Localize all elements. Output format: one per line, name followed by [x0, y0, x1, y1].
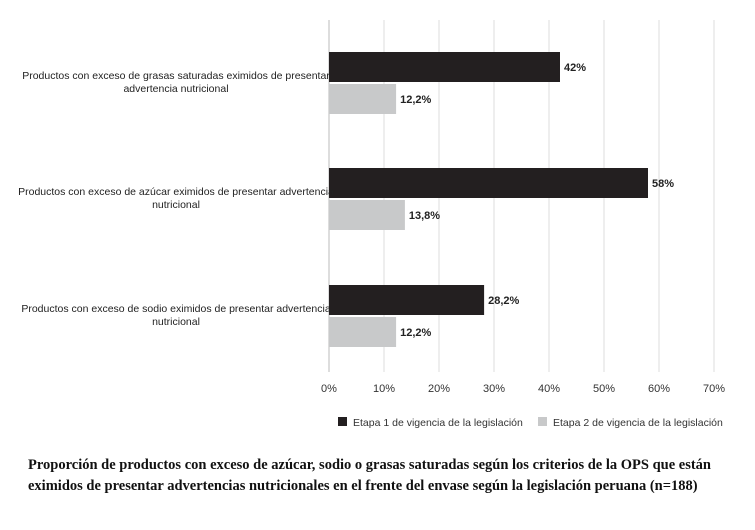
x-tick-label: 30% — [483, 383, 505, 395]
category-label: nutricional — [152, 316, 200, 328]
x-tick-label: 40% — [538, 383, 560, 395]
bar — [329, 84, 397, 114]
category-label: Productos con exceso de sodio eximidos d… — [21, 303, 331, 315]
legend-label: Etapa 1 de vigencia de la legislación — [353, 417, 523, 429]
x-tick-label: 50% — [593, 383, 615, 395]
category-label: Productos con exceso de grasas saturadas… — [22, 70, 330, 82]
data-label: 42% — [564, 62, 586, 74]
data-label: 12,2% — [400, 94, 431, 106]
bar — [329, 317, 397, 347]
x-tick-label: 0% — [321, 383, 337, 395]
data-label: 58% — [652, 178, 674, 190]
bar — [329, 52, 560, 82]
legend-label: Etapa 2 de vigencia de la legislación — [553, 417, 723, 429]
data-label: 28,2% — [488, 295, 519, 307]
bar-chart: 0% 10% 20% 30% 40% 50% 60% 70% 42% 12,2% Productos… — [18, 20, 725, 429]
legend-swatch — [338, 417, 347, 426]
data-label: 12,2% — [400, 327, 431, 339]
data-label: 13,8% — [409, 210, 440, 222]
x-tick-label: 10% — [373, 383, 395, 395]
category-label: advertencia nutricional — [123, 83, 228, 95]
category-label: nutricional — [152, 199, 200, 211]
x-tick-label: 60% — [648, 383, 670, 395]
bar — [329, 168, 648, 198]
legend-swatch — [538, 417, 547, 426]
category-label: Productos con exceso de azúcar eximidos … — [18, 186, 334, 198]
bar — [329, 200, 405, 230]
x-tick-label: 20% — [428, 383, 450, 395]
bar — [329, 285, 485, 315]
x-tick-label: 70% — [703, 383, 725, 395]
figure-caption: Proporción de productos con exceso de az… — [28, 457, 711, 494]
